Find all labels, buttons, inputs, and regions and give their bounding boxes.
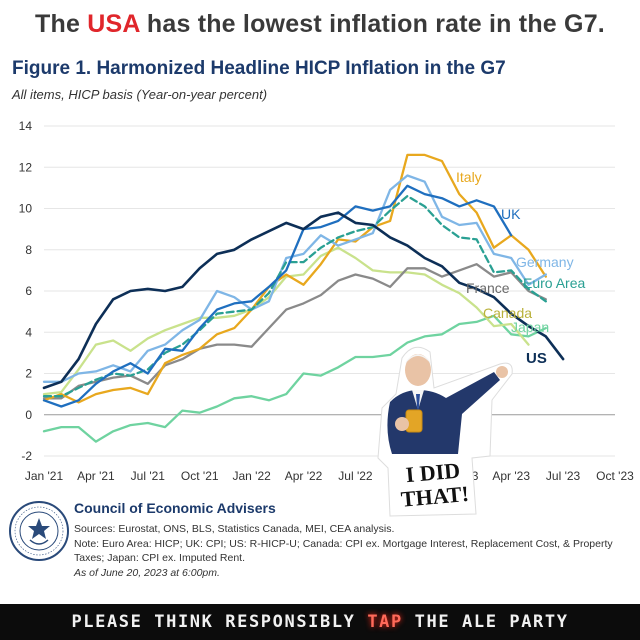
sources-line: Sources: Eurostat, ONS, BLS, Statistics … xyxy=(74,523,395,535)
series-label-japan: Japan xyxy=(511,319,549,335)
x-tick-label: Apr '23 xyxy=(492,469,530,483)
x-tick-label: Jan '21 xyxy=(25,469,64,483)
y-tick-label: 10 xyxy=(19,202,33,216)
y-tick-label: 2 xyxy=(25,367,32,381)
series-line-euro-area xyxy=(42,194,547,398)
banner-tap: TAP xyxy=(367,612,403,632)
y-tick-label: 14 xyxy=(19,119,33,133)
y-tick-label: -2 xyxy=(21,449,32,463)
x-tick-label: Oct '21 xyxy=(181,469,219,483)
series-label-euro-area: Euro Area xyxy=(523,275,585,291)
x-tick-label: Jan '22 xyxy=(232,469,271,483)
as-of-line: As of June 20, 2023 at 6:00pm. xyxy=(74,566,220,579)
council-name: Council of Economic Advisers xyxy=(74,500,276,516)
note-line: Note: Euro Area: HICP; UK: CPI; US: R-HI… xyxy=(74,537,613,565)
series-line-uk xyxy=(42,184,513,408)
headline-post: has the lowest inflation rate in the G7. xyxy=(139,10,605,38)
source-notes: Sources: Eurostat, ONS, BLS, Statistics … xyxy=(74,522,630,580)
headline-pre: The xyxy=(35,10,88,38)
x-tick-label: Jul '22 xyxy=(338,469,373,483)
series-labels: Italy UK Germany Euro Area France CanadaJapan… xyxy=(456,169,585,367)
series-line-canada xyxy=(42,246,530,396)
series-label-us: US xyxy=(526,350,547,367)
figure-title: Figure 1. Harmonized Headline HICP Infla… xyxy=(12,58,506,79)
headline-usa: USA xyxy=(87,10,140,38)
series-line-us xyxy=(42,211,565,390)
x-tick-label: Apr '21 xyxy=(77,469,115,483)
x-tick-label: Apr '22 xyxy=(285,469,323,483)
banner-post: THE ALE PARTY xyxy=(402,612,569,632)
sticker-line2: THAT! xyxy=(400,481,470,512)
inflation-line-chart: -2 0 2 4 6 8 10 12 14 Jan '21 Apr '21 Jul '21 Oct '… xyxy=(19,119,635,483)
series-label-uk: UK xyxy=(501,206,521,222)
series-label-canada: Canada xyxy=(483,305,532,321)
series-label-italy: Italy xyxy=(456,169,482,185)
y-tick-label: 12 xyxy=(19,160,33,174)
y-tick-label: 8 xyxy=(25,243,32,257)
x-tick-label: Oct '23 xyxy=(596,469,634,483)
series-line-italy xyxy=(42,153,547,404)
y-tick-label: 6 xyxy=(25,284,32,298)
series-label-france: France xyxy=(466,280,510,296)
series-lines xyxy=(42,153,565,443)
sticker-caption: I DID THAT! xyxy=(400,458,470,512)
banner-pre: PLEASE THINK RESPONSIBLY xyxy=(71,612,368,632)
figure-subtitle: All items, HICP basis (Year-on-year perc… xyxy=(12,87,268,102)
x-axis-ticks: Jan '21 Apr '21 Jul '21 Oct '21 Jan '22 Apr '… xyxy=(25,469,634,483)
x-tick-label: Jul '23 xyxy=(546,469,581,483)
x-tick-label: Jul '21 xyxy=(131,469,166,483)
footer: Council of Economic Advisers Sources: Eu… xyxy=(0,494,640,600)
headline: The USA has the lowest inflation rate in… xyxy=(0,10,640,39)
series-line-japan xyxy=(42,314,547,443)
y-axis-ticks: -2 0 2 4 6 8 10 12 14 xyxy=(19,119,33,463)
y-tick-label: 4 xyxy=(25,325,32,339)
y-tick-label: 0 xyxy=(25,408,32,422)
series-line-germany xyxy=(42,174,547,383)
bottom-banner: PLEASE THINK RESPONSIBLY TAP THE ALE PAR… xyxy=(0,604,640,640)
sticker-line1: I DID xyxy=(405,458,461,488)
i-did-that-sticker: I DID THAT! xyxy=(377,346,513,517)
series-label-germany: Germany xyxy=(516,254,574,270)
person-figure xyxy=(387,354,508,454)
executive-office-seal-icon xyxy=(9,501,69,561)
